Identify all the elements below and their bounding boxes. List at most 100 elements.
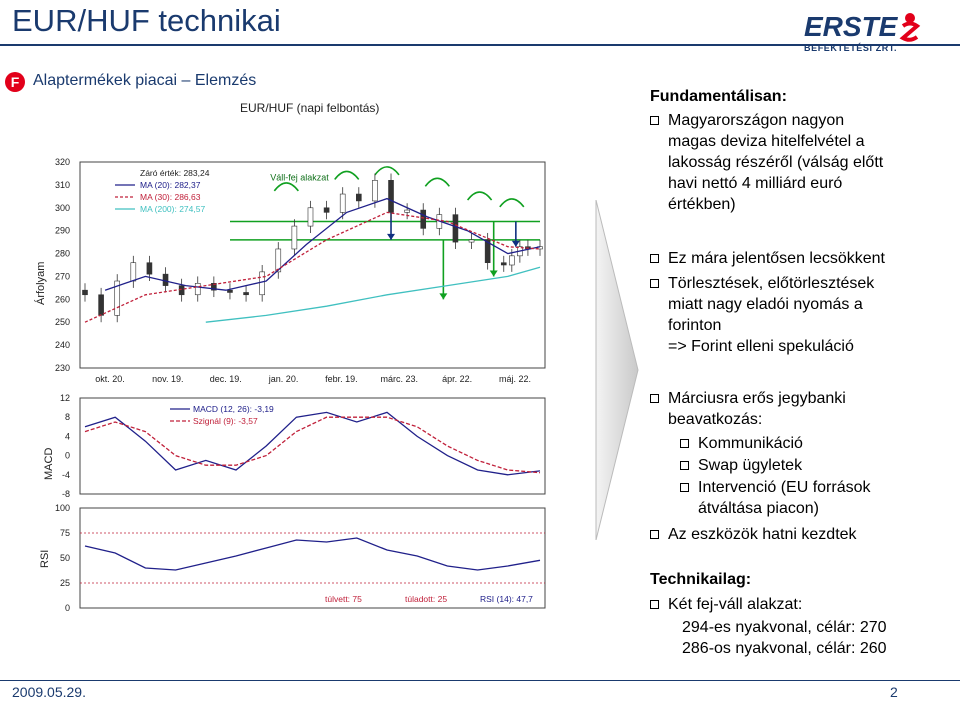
bullet-item: Két fej-váll alakzat: — [650, 594, 950, 616]
y-tick-label: 4 — [65, 431, 70, 441]
candle-body — [452, 214, 459, 243]
candle-body — [211, 283, 217, 291]
square-bullet-icon — [650, 116, 659, 125]
square-bullet-icon — [680, 439, 689, 448]
svg-text:ERSTE: ERSTE — [804, 11, 899, 42]
legend-entry: túlvett: 75 — [325, 594, 362, 604]
candle-body — [339, 193, 346, 213]
shoulder-arc — [466, 191, 493, 201]
shoulder-arc — [374, 166, 400, 176]
y-tick-label: 320 — [55, 157, 70, 167]
technical-heading: Technikailag: — [650, 571, 752, 588]
chart-title: EUR/HUF (napi felbontás) — [240, 101, 380, 115]
y-tick-label: 300 — [55, 203, 70, 213]
candle-body — [500, 262, 507, 266]
candle-body — [388, 180, 394, 213]
y-tick-label: 310 — [55, 180, 70, 190]
candle-body — [194, 283, 201, 296]
square-bullet-icon — [680, 461, 689, 470]
candle-body — [356, 193, 362, 202]
sub-bullet-text: Kommunikáció — [698, 435, 803, 452]
bullet-item: Az eszközök hatni kezdtek — [650, 524, 950, 546]
bullet-text: beavatkozás: — [668, 411, 763, 428]
y-tick-label: 0 — [65, 451, 70, 461]
y-tick-label: 25 — [60, 578, 70, 588]
legend-entry: Szignál (9): -3,57 — [193, 416, 258, 426]
x-tick-label: dec. 19. — [210, 374, 242, 384]
macd-line — [84, 411, 541, 476]
target-line: 286-os nyakvonal, célár: 260 — [682, 640, 887, 657]
target-arrow-head — [489, 270, 498, 277]
candle-body — [307, 207, 314, 227]
bullet-text: => Forint elleni spekuláció — [668, 338, 854, 355]
y-tick-label: 250 — [55, 317, 70, 327]
candle-body — [259, 271, 265, 296]
bullet-item: Ez mára jelentősen lecsökkent — [650, 248, 950, 270]
candle-body — [275, 248, 282, 273]
bullet-text: forinton — [668, 317, 722, 334]
svg-text:BEFEKTETÉSI ZRT.: BEFEKTETÉSI ZRT. — [804, 43, 897, 53]
bullet-text: Törlesztések, előtörlesztések — [668, 275, 875, 292]
y-tick-label: 230 — [55, 363, 70, 373]
x-tick-label: márc. 23. — [381, 374, 419, 384]
y-axis-label: RSI — [39, 550, 51, 568]
sub-bullet-text: Swap ügyletek — [698, 457, 803, 474]
legend-entry: Záró érték: 283,24 — [140, 168, 210, 178]
shoulder-arc — [334, 170, 360, 180]
y-tick-label: 100 — [55, 503, 70, 513]
x-tick-label: ápr. 22. — [442, 374, 472, 384]
bullet-text: Magyarországon nagyon — [668, 112, 845, 129]
candle-body — [130, 262, 137, 282]
y-axis-label: MACD — [43, 448, 55, 480]
bullet-text: magas deviza hitelfelvétel a — [668, 133, 865, 150]
candle-body — [404, 209, 410, 213]
y-axis-label: Árfolyam — [34, 262, 47, 305]
candle-body — [98, 294, 104, 316]
pattern-arrow-head — [511, 240, 520, 247]
bullet-item: Törlesztések, előtörlesztések miatt nagy… — [650, 273, 950, 363]
shoulder-arc — [424, 177, 450, 187]
sub-bullet-item: Swap ügyletek — [680, 455, 950, 477]
y-tick-label: -8 — [62, 489, 70, 499]
candle-body — [323, 207, 330, 213]
y-tick-label: 75 — [60, 528, 70, 538]
section-badge: F — [5, 72, 25, 92]
square-bullet-icon — [650, 600, 659, 609]
y-tick-label: 50 — [60, 553, 70, 563]
candle-body — [509, 255, 515, 266]
y-tick-label: 290 — [55, 226, 70, 236]
bullet-item: Magyarországon nagyon magas deviza hitel… — [650, 110, 950, 220]
square-bullet-icon — [680, 483, 689, 492]
arrow-right-icon — [595, 200, 639, 540]
x-tick-label: jan. 20. — [268, 374, 299, 384]
candle-body — [162, 273, 169, 286]
candle-body — [82, 289, 88, 296]
target-line: 294-es nyakvonal, célár: 270 — [682, 619, 887, 636]
candle-body — [114, 280, 121, 316]
candle-body — [484, 239, 491, 264]
bullet-text: miatt nagy eladói nyomás a — [668, 296, 863, 313]
candle-body — [227, 289, 233, 293]
bullet-text: Az eszközök hatni kezdtek — [668, 526, 857, 543]
footer-date: 2009.05.29. — [12, 684, 86, 700]
candle-body — [468, 239, 475, 243]
y-tick-label: 260 — [55, 294, 70, 304]
candle-body — [372, 180, 378, 202]
legend-entry: MA (200): 274,57 — [140, 204, 205, 214]
sub-bullet-text: átváltása piacon) — [698, 500, 819, 517]
price-plot-frame — [79, 161, 546, 369]
erste-logo: ERSTE BEFEKTETÉSI ZRT. — [804, 11, 921, 53]
x-tick-label: nov. 19. — [152, 374, 183, 384]
y-tick-label: 240 — [55, 340, 70, 350]
square-bullet-icon — [650, 254, 659, 263]
ma-line — [205, 266, 541, 323]
candle-body — [420, 209, 427, 229]
footer-divider — [0, 680, 960, 681]
rsi-line — [84, 537, 541, 571]
legend-entry: RSI (14): 47,7 — [480, 594, 533, 604]
legend-entry: MA (20): 282,37 — [140, 180, 201, 190]
y-tick-label: 8 — [65, 412, 70, 422]
target-arrow-head — [439, 293, 448, 300]
technical-chart: 230240250260270280290300310320Árfolyamok… — [34, 157, 546, 613]
title-divider — [0, 44, 960, 46]
